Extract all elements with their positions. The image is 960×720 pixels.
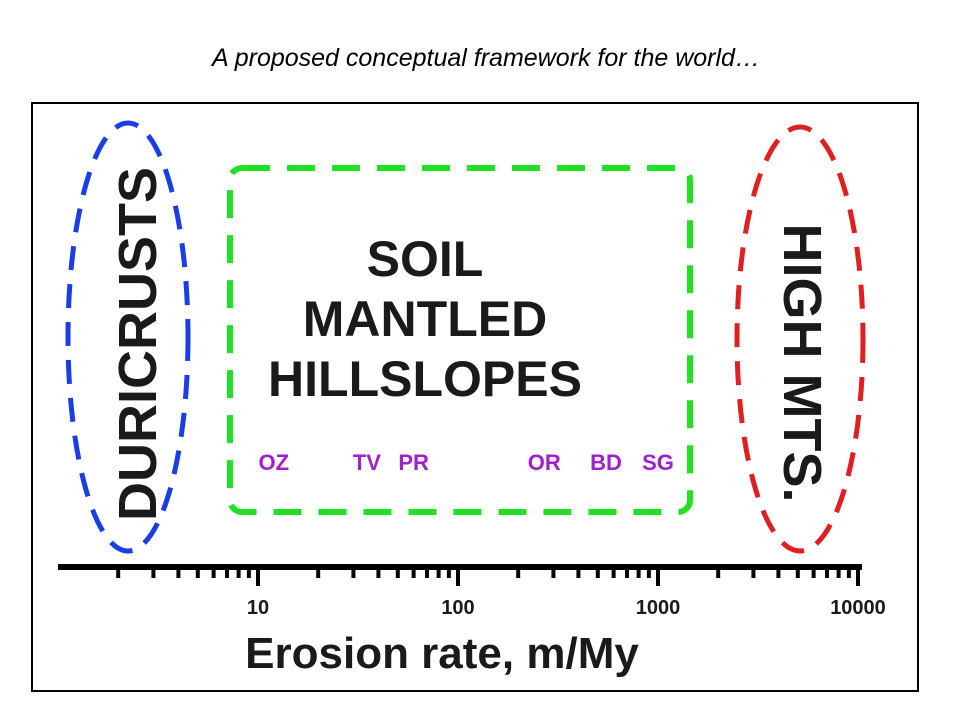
x-axis-ticks bbox=[116, 567, 860, 586]
soil-label-line-3: HILLSLOPES bbox=[268, 351, 582, 407]
site-code-or: OR bbox=[528, 450, 561, 475]
site-codes: OZ TV PR OR BD SG bbox=[259, 450, 674, 475]
tick-label: 10000 bbox=[830, 597, 886, 619]
high-mountains-label: HIGH MTS. bbox=[772, 224, 832, 503]
soil-label-line-2: MANTLED bbox=[303, 291, 547, 347]
diagram-frame bbox=[31, 102, 919, 692]
tick-label: 100 bbox=[441, 597, 474, 619]
x-axis-tick-labels: 10 100 1000 10000 bbox=[247, 597, 886, 619]
tick-label: 10 bbox=[247, 597, 269, 619]
site-code-pr: PR bbox=[398, 450, 429, 475]
duricrusts-label: DURICRUSTS bbox=[108, 167, 168, 521]
site-code-tv: TV bbox=[353, 450, 381, 475]
duricrusts-boundary bbox=[65, 120, 191, 554]
soil-label-line-1: SOIL bbox=[367, 231, 484, 287]
high-mountains-boundary bbox=[734, 124, 866, 554]
soil-mantled-hillslopes-boundary bbox=[227, 165, 693, 515]
site-code-bd: BD bbox=[590, 450, 622, 475]
slide-title: A proposed conceptual framework for the … bbox=[212, 44, 760, 72]
tick-label: 1000 bbox=[636, 597, 681, 619]
x-axis-title: Erosion rate, m/My bbox=[245, 629, 639, 678]
site-code-sg: SG bbox=[642, 450, 674, 475]
site-code-oz: OZ bbox=[259, 450, 290, 475]
